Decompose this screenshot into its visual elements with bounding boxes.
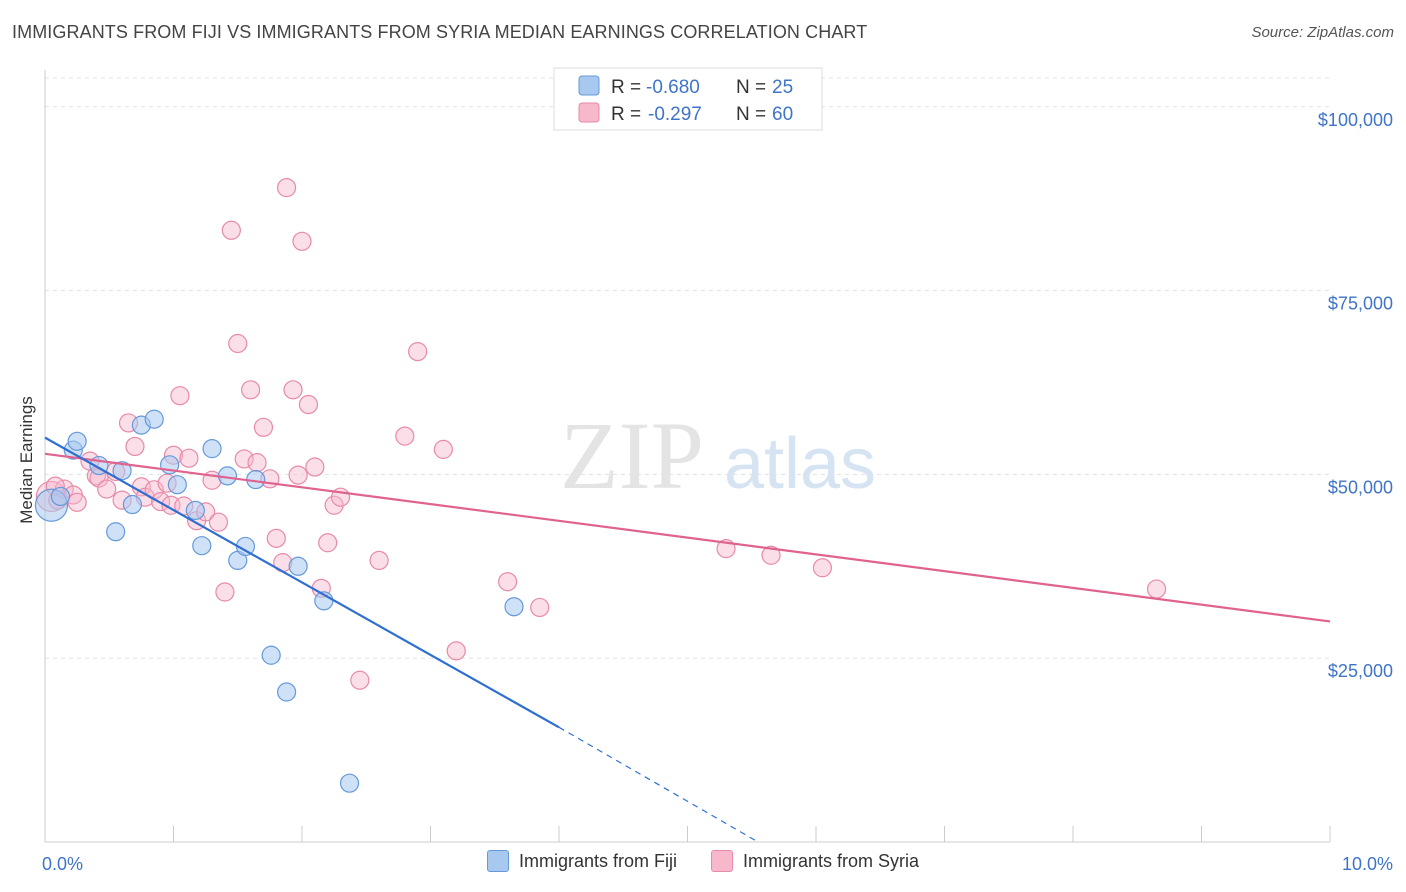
syria-point xyxy=(395,426,415,446)
syria-point xyxy=(305,457,325,477)
gridlines xyxy=(45,77,1330,659)
fiji-point xyxy=(288,556,308,576)
syria-point xyxy=(318,533,338,553)
chart-title: IMMIGRANTS FROM FIJI VS IMMIGRANTS FROM … xyxy=(12,22,868,42)
legend-fiji-swatch xyxy=(578,75,600,96)
fiji-point xyxy=(192,536,212,556)
legend-syria-r-value: -0.297 xyxy=(648,104,702,125)
fiji-point xyxy=(185,500,205,521)
syria-point xyxy=(283,380,303,400)
fiji-point xyxy=(112,461,132,481)
syria-point xyxy=(221,220,241,240)
syria-point xyxy=(498,572,518,592)
syria-point xyxy=(812,558,833,578)
syria-trendline xyxy=(44,452,1331,623)
legend-top: R = -0.680 N = 25 R = -0.297 N = 60 xyxy=(553,67,823,131)
fiji-point xyxy=(50,486,71,507)
syria-point xyxy=(369,550,389,571)
axes: $25,000 $50,000 $75,000 $100,000 0.0% 10.0% xyxy=(42,70,1393,874)
y-tick-label: $50,000 xyxy=(1328,477,1393,497)
syria-point xyxy=(215,582,235,602)
syria-point xyxy=(253,417,274,437)
syria-point xyxy=(1146,579,1167,599)
syria-point xyxy=(530,597,550,618)
x-tick-label-end: 10.0% xyxy=(1342,854,1393,874)
syria-point xyxy=(67,492,87,512)
fiji-point xyxy=(504,597,524,617)
syria-point xyxy=(292,231,312,251)
legend-syria-swatch xyxy=(578,102,600,123)
legend-item-syria: Immigrants from Syria xyxy=(710,850,920,872)
syria-point xyxy=(298,394,319,415)
syria-point xyxy=(350,670,370,690)
syria-point xyxy=(208,512,229,532)
syria-point xyxy=(234,449,254,469)
fiji-point xyxy=(202,439,222,459)
watermark-atlas: atlas xyxy=(724,424,876,504)
legend-swatch-syria xyxy=(710,850,733,872)
legend-swatch-fiji xyxy=(486,850,509,872)
syria-point xyxy=(228,333,248,354)
syria-point xyxy=(276,178,297,198)
legend-syria-r-label: R = xyxy=(611,104,641,125)
fiji-point xyxy=(261,645,281,665)
legend-fiji-n-value: 25 xyxy=(772,77,793,98)
y-tick-label: $25,000 xyxy=(1328,661,1393,681)
syria-point xyxy=(288,465,308,485)
watermark: ZIP atlas xyxy=(560,402,876,509)
legend-label-syria: Immigrants from Syria xyxy=(742,850,920,871)
y-tick-label: $100,000 xyxy=(1318,110,1393,130)
legend-fiji-n-label: N = xyxy=(736,77,766,98)
x-tick-label-start: 0.0% xyxy=(42,854,83,874)
syria-point xyxy=(408,341,428,362)
fiji-point xyxy=(122,494,142,515)
fiji-trendline xyxy=(44,436,560,729)
legend-fiji-r-value: -0.680 xyxy=(646,77,700,98)
syria-point xyxy=(761,545,781,565)
syria-point xyxy=(125,436,145,457)
fiji-point xyxy=(106,522,126,542)
watermark-zip: ZIP xyxy=(560,402,704,509)
legend-syria-n-label: N = xyxy=(736,104,766,125)
syria-point xyxy=(179,448,199,468)
syria-point xyxy=(247,453,267,473)
syria-point xyxy=(170,386,190,406)
syria-point xyxy=(433,439,453,459)
fiji-point xyxy=(167,475,187,495)
trendlines xyxy=(44,436,1331,843)
syria-point xyxy=(97,479,117,499)
source-label: Source: ZipAtlas.com xyxy=(1251,24,1394,41)
fiji-point xyxy=(144,409,164,429)
legend-item-fiji: Immigrants from Fiji xyxy=(486,850,677,872)
fiji-point xyxy=(339,773,360,793)
y-axis-label: Median Earnings xyxy=(17,396,36,524)
legend-syria-n-value: 60 xyxy=(772,104,793,125)
syria-point xyxy=(266,528,286,548)
legend-bottom: Immigrants from Fiji Immigrants from Syr… xyxy=(0,850,1406,872)
y-tick-label: $75,000 xyxy=(1328,294,1393,314)
syria-point xyxy=(446,641,466,661)
fiji-point xyxy=(276,682,297,702)
fiji-point xyxy=(67,431,87,451)
syria-point xyxy=(241,380,261,400)
fiji-trendline-extension xyxy=(558,726,759,843)
legend-fiji-r-label: R = xyxy=(611,77,641,98)
legend-label-fiji: Immigrants from Fiji xyxy=(518,850,677,871)
